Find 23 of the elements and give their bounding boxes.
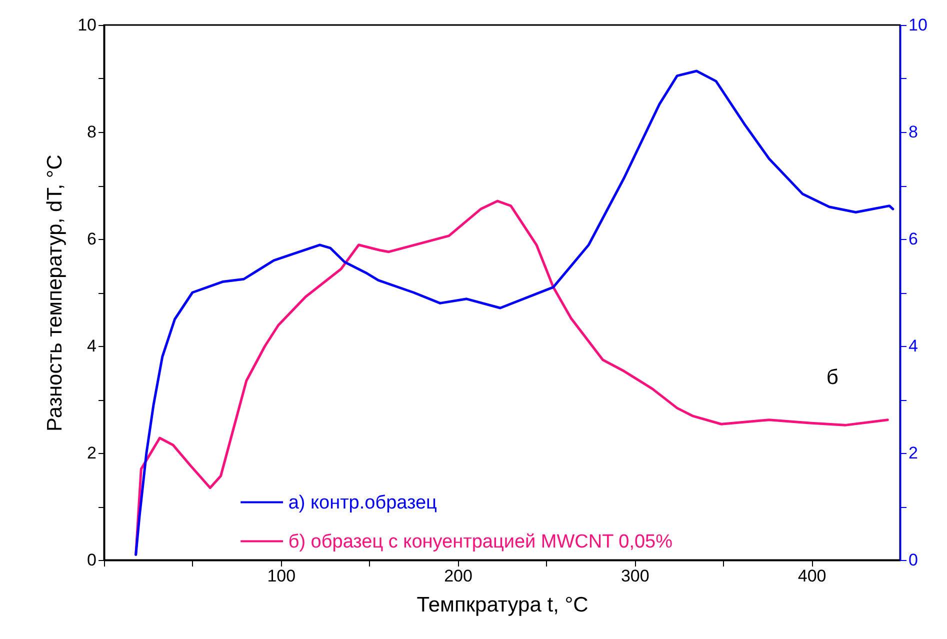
annotation: б [826,366,838,390]
x-tick-label: 100 [267,566,296,586]
y2-tick-label: 8 [908,122,918,142]
x-tick-label: 400 [798,566,826,586]
y-tick-label: 4 [87,336,96,356]
y2-tick-label: 2 [908,444,918,462]
x-axis-title: Темпкратура t, °C [416,594,588,616]
y2-tick-label: 6 [908,230,918,248]
x-tick-label: 300 [620,566,650,586]
y2-tick-label: 4 [908,336,918,356]
y-tick-label: 6 [87,230,96,248]
line-series [134,70,894,556]
y-tick-label: 0 [87,550,96,570]
y2-tick-label: 10 [908,16,928,34]
y-tick-label: 2 [87,444,96,462]
legend-label: а) контр.образец [288,492,438,514]
y2-tick-label: 0 [908,550,918,570]
legend-label: б) образец с конуентрацией MWCNT 0,05% [288,531,673,552]
y-axis-title: Разность температур, dT, °C [44,154,67,432]
line-series [134,200,889,556]
y-tick-label: 10 [78,16,96,34]
x-tick-label: 200 [444,566,472,586]
y-tick-label: 8 [87,122,96,142]
